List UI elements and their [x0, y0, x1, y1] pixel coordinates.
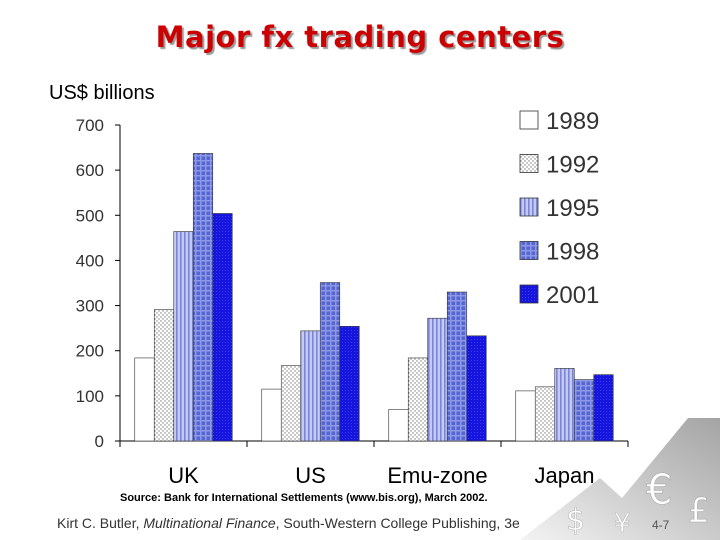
y-tick-label: 0	[95, 432, 104, 451]
citation-publisher: , South-Western College Publishing, 3e	[275, 515, 520, 531]
y-tick-label: 600	[76, 161, 104, 180]
bar-1998-japan	[573, 379, 595, 442]
source-note: Source: Bank for International Settlemen…	[120, 492, 488, 504]
citation: Kirt C. Butler, Multinational Finance, S…	[57, 515, 520, 531]
x-tick-label: Japan	[535, 463, 595, 488]
citation-author: Kirt C. Butler,	[57, 515, 144, 531]
bar-1998-emu-zone	[446, 291, 468, 442]
y-tick-label: 300	[76, 297, 104, 316]
chart-legend: 1989 1992 1995 1998 2001	[519, 108, 599, 309]
pound-sign-icon: £	[688, 491, 710, 531]
bar-2001-us	[339, 326, 360, 442]
bar-1992-us	[280, 365, 302, 442]
bar-1992-emu-zone	[407, 357, 429, 442]
chart-bars	[134, 153, 614, 442]
bar-1992-uk	[153, 309, 175, 442]
slide-number: 4-7	[652, 518, 670, 532]
yuan-sign-icon: ¥	[614, 509, 631, 539]
bar-2001-emu-zone	[466, 335, 487, 442]
bar-2001-uk	[212, 213, 233, 442]
dollar-sign-icon: $	[566, 503, 585, 538]
y-tick-label: 400	[76, 251, 104, 270]
bar-1989-emu-zone	[388, 409, 409, 442]
y-tick-label: 500	[76, 206, 104, 225]
citation-book: Multinational Finance	[143, 515, 276, 531]
bar-1992-japan	[534, 386, 556, 442]
bar-2001-japan	[593, 374, 614, 442]
bar-1995-japan	[554, 368, 575, 442]
y-tick-label: 100	[76, 387, 104, 406]
bar-1989-uk	[134, 357, 155, 442]
legend-label-1992: 1992	[546, 152, 599, 179]
bar-1989-us	[261, 388, 282, 442]
euro-sign-icon: €	[646, 465, 673, 514]
x-tick-label: US	[295, 463, 326, 488]
bar-1998-us	[319, 282, 341, 442]
x-tick-label: Emu-zone	[387, 463, 487, 488]
currency-arrow-icon	[520, 418, 720, 540]
bar-1998-uk	[192, 153, 214, 442]
legend-swatch-2001	[519, 284, 539, 304]
bar-1995-us	[300, 330, 321, 442]
legend-swatch-1992	[519, 154, 539, 173]
legend-swatch-1989	[519, 110, 539, 130]
legend-swatch-1998	[519, 241, 539, 260]
bar-1995-emu-zone	[427, 317, 448, 442]
bar-1995-uk	[173, 231, 194, 442]
legend-label-1989: 1989	[546, 108, 599, 135]
x-tick-label: UK	[168, 463, 199, 488]
legend-label-1998: 1998	[546, 239, 599, 266]
legend-swatch-1995	[519, 197, 539, 217]
y-tick-label: 700	[76, 116, 104, 135]
y-axis-label: US$ billions	[49, 82, 155, 104]
y-tick-label: 200	[76, 342, 104, 361]
slide-title: Major fx trading centers	[155, 20, 565, 54]
currency-decoration: $ ¥ € £	[520, 418, 720, 540]
bar-1989-japan	[515, 390, 536, 442]
legend-label-2001: 2001	[546, 282, 599, 309]
legend-label-1995: 1995	[546, 195, 599, 222]
